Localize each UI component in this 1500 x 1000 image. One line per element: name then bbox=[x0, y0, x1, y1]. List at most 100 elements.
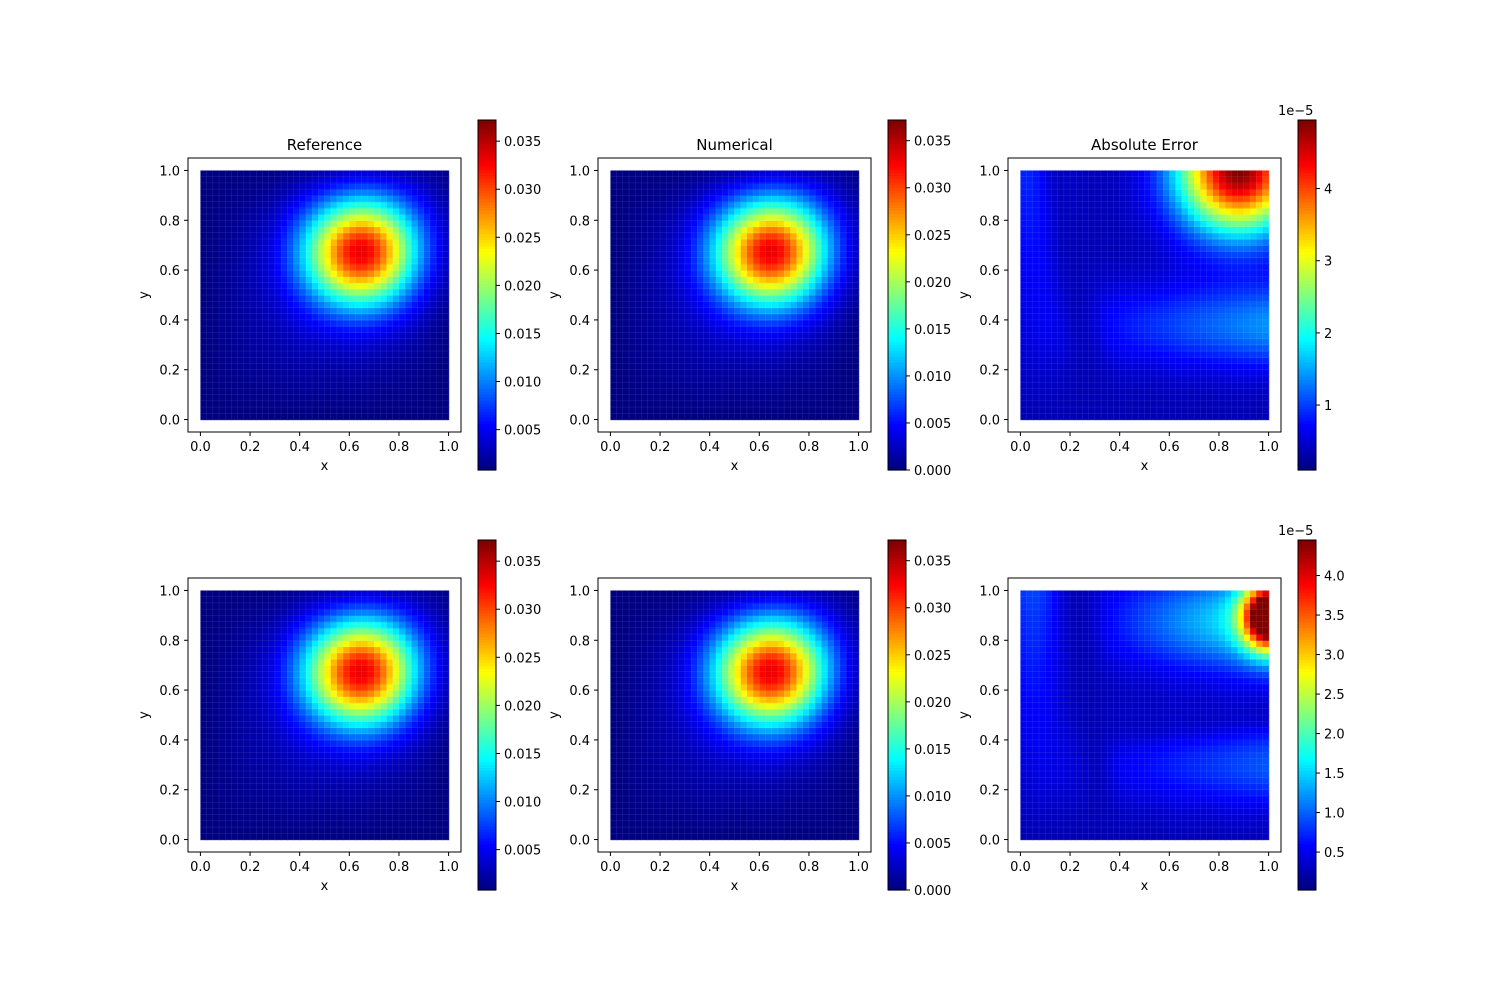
heatmap-cell bbox=[722, 238, 729, 246]
heatmap-cell bbox=[635, 195, 643, 203]
heatmap-cell bbox=[380, 288, 388, 296]
heatmap-cell bbox=[1150, 394, 1158, 402]
heatmap-cell bbox=[1169, 388, 1177, 396]
heatmap-cell bbox=[268, 207, 276, 215]
heatmap-cell bbox=[827, 257, 835, 265]
heatmap-cell bbox=[281, 375, 288, 383]
heatmap-cell bbox=[1070, 394, 1077, 402]
heatmap-cell bbox=[1076, 363, 1084, 371]
heatmap-cell bbox=[771, 257, 779, 265]
colorbar-segment bbox=[888, 359, 906, 363]
heatmap-cell bbox=[318, 238, 326, 246]
colorbar-segment bbox=[888, 318, 906, 322]
heatmap-cell bbox=[1169, 363, 1177, 371]
heatmap-cell bbox=[1051, 388, 1059, 396]
heatmap-cell bbox=[212, 375, 220, 383]
heatmap-cell bbox=[827, 326, 835, 333]
heatmap-cell bbox=[777, 388, 785, 396]
heatmap-cell bbox=[1194, 344, 1201, 352]
heatmap-cell bbox=[1218, 357, 1226, 365]
heatmap-cell bbox=[1057, 176, 1065, 184]
heatmap-cell bbox=[846, 363, 853, 371]
heatmap-cell bbox=[318, 288, 326, 296]
heatmap-cell bbox=[734, 307, 742, 315]
heatmap-cell bbox=[852, 288, 860, 296]
heatmap-cell bbox=[423, 394, 431, 402]
heatmap-cell bbox=[200, 232, 208, 240]
heatmap-cell bbox=[1169, 338, 1177, 346]
heatmap-cell bbox=[672, 332, 680, 340]
heatmap-cell bbox=[734, 251, 742, 259]
heatmap-cell bbox=[703, 351, 711, 358]
heatmap-cell bbox=[1132, 326, 1139, 333]
heatmap-cell bbox=[299, 232, 307, 240]
heatmap-cell bbox=[759, 394, 767, 402]
heatmap-cell bbox=[753, 226, 760, 234]
heatmap-cell bbox=[691, 400, 698, 408]
heatmap-cell bbox=[442, 413, 450, 421]
heatmap-cell bbox=[1113, 344, 1121, 352]
heatmap-cell bbox=[355, 257, 363, 265]
heatmap-cell bbox=[268, 375, 276, 383]
heatmap-cell bbox=[784, 363, 791, 371]
heatmap-cell bbox=[1020, 189, 1028, 196]
heatmap-cell bbox=[1088, 388, 1096, 396]
heatmap-cell bbox=[1132, 363, 1139, 371]
heatmap-cell bbox=[417, 189, 425, 196]
heatmap-cell bbox=[324, 295, 332, 302]
heatmap-cell bbox=[703, 394, 711, 402]
heatmap-cell bbox=[200, 170, 208, 178]
colorbar-tick-label: 0.010 bbox=[504, 376, 541, 391]
heatmap-cell bbox=[380, 251, 388, 259]
heatmap-cell bbox=[336, 388, 344, 396]
heatmap-cell bbox=[684, 332, 692, 340]
colorbar-segment bbox=[478, 204, 496, 209]
heatmap-cell bbox=[386, 276, 394, 284]
heatmap-cell bbox=[1063, 207, 1071, 215]
heatmap-cell bbox=[715, 307, 723, 315]
heatmap-cell bbox=[330, 189, 338, 196]
heatmap-cell bbox=[1150, 351, 1158, 358]
heatmap-cell bbox=[635, 375, 643, 383]
heatmap-cell bbox=[417, 270, 425, 277]
heatmap-cell bbox=[1212, 189, 1220, 196]
heatmap-cell bbox=[697, 195, 705, 203]
heatmap-cell bbox=[1020, 195, 1028, 203]
heatmap-cell bbox=[1107, 214, 1115, 221]
heatmap-cell bbox=[423, 257, 431, 265]
heatmap-cell bbox=[318, 189, 326, 196]
heatmap-cell bbox=[827, 357, 835, 365]
heatmap-cell bbox=[616, 270, 624, 277]
heatmap-cell bbox=[821, 282, 829, 290]
heatmap-cell bbox=[1218, 326, 1226, 333]
heatmap-cell bbox=[846, 413, 853, 421]
heatmap-cell bbox=[1051, 176, 1059, 184]
heatmap-cell bbox=[274, 201, 282, 209]
colorbar-segment bbox=[478, 125, 496, 130]
heatmap-cell bbox=[200, 375, 208, 383]
heatmap-cell bbox=[293, 257, 301, 265]
heatmap-cell bbox=[740, 394, 748, 402]
heatmap-cell bbox=[436, 382, 443, 390]
heatmap-cell bbox=[250, 338, 257, 346]
heatmap-cell bbox=[635, 257, 643, 265]
heatmap-cell bbox=[436, 232, 443, 240]
heatmap-cell bbox=[1032, 195, 1040, 203]
heatmap-cell bbox=[622, 214, 630, 221]
heatmap-cell bbox=[262, 382, 270, 390]
heatmap-cell bbox=[256, 214, 264, 221]
heatmap-cell bbox=[1163, 170, 1170, 178]
heatmap-cell bbox=[330, 394, 338, 402]
heatmap-cell bbox=[299, 195, 307, 203]
heatmap-cell bbox=[417, 326, 425, 333]
heatmap-cell bbox=[709, 214, 717, 221]
heatmap-cell bbox=[1020, 338, 1028, 346]
heatmap-cell bbox=[1039, 357, 1046, 365]
heatmap-cell bbox=[423, 369, 431, 377]
heatmap-cell bbox=[678, 270, 686, 277]
heatmap-cell bbox=[796, 363, 804, 371]
heatmap-cell bbox=[666, 276, 674, 284]
heatmap-cell bbox=[610, 238, 618, 246]
heatmap-cell bbox=[777, 413, 785, 421]
heatmap-cell bbox=[1107, 307, 1115, 315]
